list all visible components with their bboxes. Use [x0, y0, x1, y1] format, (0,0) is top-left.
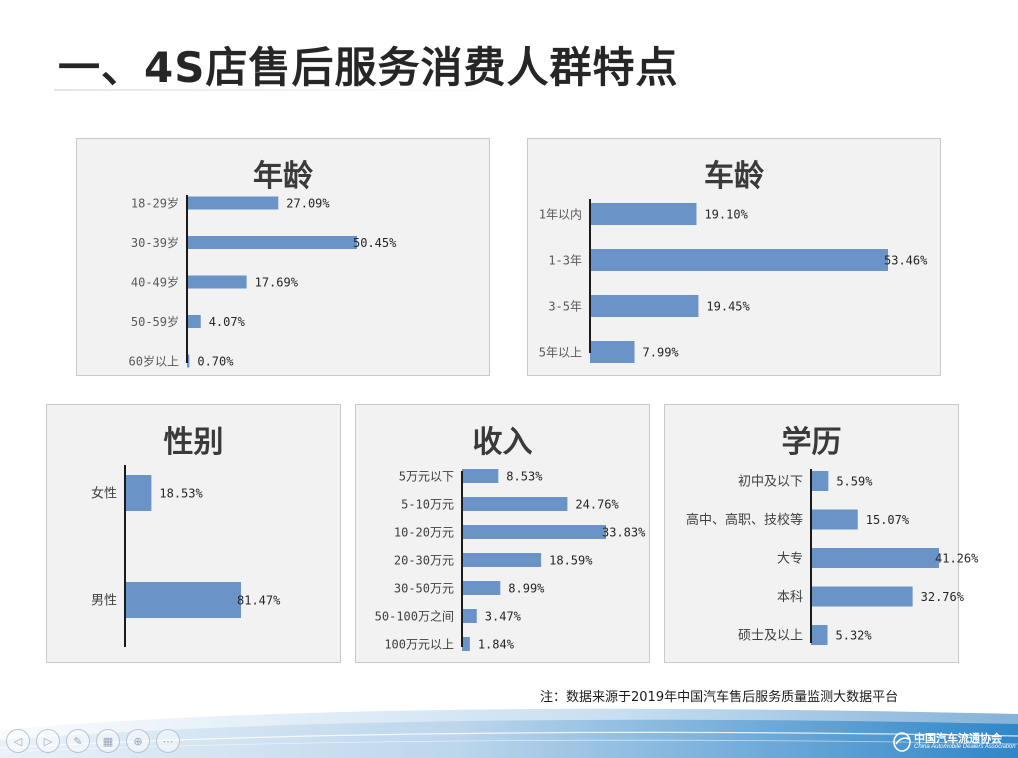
value-label-education-4: 5.32%	[836, 628, 873, 642]
value-label-education-0: 5.59%	[836, 474, 873, 488]
value-label-age-0: 27.09%	[286, 196, 330, 210]
value-label-education-3: 32.76%	[921, 590, 965, 604]
slides-icon[interactable]: ▦	[96, 729, 120, 753]
value-label-age-2: 17.69%	[255, 275, 299, 289]
chart-income: 5万元以下 8.53% 5-10万元 24.76% 10-20万元 33.83% 20-30…	[375, 469, 646, 651]
logo-icon	[893, 732, 911, 752]
bar-income-6	[462, 637, 470, 651]
prev-icon[interactable]: ◁	[6, 729, 30, 753]
category-label-age-1: 30-39岁	[131, 235, 179, 250]
bar-age-2	[187, 275, 247, 289]
category-label-education-2: 大专	[777, 552, 803, 567]
bar-age-1	[187, 236, 357, 249]
category-label-income-3: 20-30万元	[394, 553, 454, 567]
chart-title-car-age: 车龄	[704, 159, 764, 194]
category-label-age-0: 18-29岁	[131, 195, 179, 210]
value-label-income-5: 3.47%	[485, 609, 522, 623]
value-label-age-1: 50.45%	[353, 236, 397, 250]
bar-car_age-1	[590, 249, 888, 271]
logo-english: China Automobile Dealers Association	[914, 744, 1016, 750]
bar-car_age-2	[590, 295, 699, 317]
value-label-income-4: 8.99%	[508, 581, 545, 595]
category-label-income-5: 50-100万之间	[375, 609, 454, 623]
panel-income: 收入 5万元以下 8.53% 5-10万元 24.76% 10-20万元 33.83% 20…	[355, 404, 650, 663]
category-label-age-3: 50-59岁	[131, 314, 179, 329]
chart-title-education: 学历	[781, 425, 842, 460]
value-label-education-1: 15.07%	[866, 513, 910, 527]
bar-education-2	[811, 548, 939, 568]
value-label-income-2: 33.83%	[602, 525, 646, 539]
logo-name: 中国汽车流通协会	[914, 732, 1002, 745]
bar-income-4	[462, 581, 501, 595]
category-label-gender-0: 女性	[91, 486, 117, 502]
value-label-car_age-0: 19.10%	[704, 207, 748, 221]
more-icon[interactable]: ⋯	[156, 729, 180, 753]
bar-car_age-0	[590, 203, 697, 225]
chart-education: 初中及以下 5.59% 高中、高职、技校等 15.07% 大专 41.26% 本科 32.76…	[686, 469, 979, 645]
chart-car-age: 1年以内 19.10% 1-3年 53.46% 3-5年 19.45% 5年以上 7.99%	[539, 199, 928, 363]
value-label-age-3: 4.07%	[209, 315, 246, 329]
panel-education: 学历 初中及以下 5.59% 高中、高职、技校等 15.07% 大专 41.26% 本科 32…	[664, 404, 979, 663]
value-label-gender-0: 18.53%	[159, 486, 203, 500]
bar-age-3	[187, 315, 201, 328]
bar-income-1	[462, 497, 568, 511]
bar-education-1	[811, 509, 858, 530]
logo: 中国汽车流通协会 China Automobile Dealers Associ…	[892, 728, 1016, 754]
pen-icon[interactable]: ✎	[66, 729, 90, 753]
title-underline	[54, 89, 514, 91]
bar-gender-1	[125, 582, 241, 618]
category-label-education-3: 本科	[777, 590, 803, 605]
value-label-car_age-1: 53.46%	[884, 253, 928, 267]
category-label-car_age-1: 1-3年	[548, 253, 582, 267]
bar-age-4	[187, 354, 190, 368]
bar-age-0	[187, 196, 279, 210]
category-label-income-2: 10-20万元	[394, 525, 454, 539]
value-label-income-6: 1.84%	[478, 637, 515, 651]
value-label-gender-1: 81.47%	[237, 593, 281, 607]
category-label-age-2: 40-49岁	[131, 274, 179, 289]
category-label-income-1: 5-10万元	[401, 497, 454, 511]
bar-income-2	[462, 525, 606, 539]
category-label-education-1: 高中、高职、技校等	[686, 512, 803, 528]
bar-car_age-3	[590, 341, 635, 363]
value-label-income-1: 24.76%	[575, 497, 619, 511]
panel-gender: 性别 女性 18.53% 男性 81.47%	[46, 404, 341, 663]
category-label-car_age-3: 5年以上	[539, 345, 582, 359]
category-label-education-0: 初中及以下	[738, 475, 803, 490]
bar-income-0	[462, 469, 499, 483]
slide-nav: ◁ ▷ ✎ ▦ ⊕ ⋯	[6, 729, 180, 755]
value-label-income-0: 8.53%	[506, 469, 543, 483]
chart-gender: 女性 18.53% 男性 81.47%	[91, 465, 281, 647]
chart-title-age: 年龄	[253, 159, 313, 194]
value-label-car_age-3: 7.99%	[643, 345, 680, 359]
value-label-age-4: 0.70%	[197, 354, 234, 368]
next-icon[interactable]: ▷	[36, 729, 60, 753]
panel-age: 年龄 18-29岁 27.09% 30-39岁 50.45% 40-49岁 17.69% 5…	[76, 138, 490, 376]
category-label-gender-1: 男性	[91, 594, 117, 609]
category-label-age-4: 60岁以上	[129, 353, 179, 368]
bar-income-5	[462, 609, 477, 623]
footnote: 注：数据来源于2019年中国汽车售后服务质量监测大数据平台	[540, 690, 899, 705]
slide-title: 一、4S店售后服务消费人群特点	[58, 43, 679, 92]
panel-car-age: 车龄 1年以内 19.10% 1-3年 53.46% 3-5年 19.45% 5年以上 7.9…	[527, 138, 941, 376]
value-label-car_age-2: 19.45%	[706, 299, 750, 313]
footer-band	[0, 708, 1018, 758]
zoom-icon[interactable]: ⊕	[126, 729, 150, 753]
bar-education-0	[811, 471, 829, 491]
chart-title-gender: 性别	[163, 425, 224, 460]
bar-income-3	[462, 553, 542, 567]
category-label-income-4: 30-50万元	[394, 581, 454, 595]
bar-education-3	[811, 586, 913, 607]
category-label-car_age-2: 3-5年	[548, 299, 582, 313]
value-label-education-2: 41.26%	[935, 551, 979, 565]
chart-title-income: 收入	[472, 425, 533, 460]
category-label-income-6: 100万元以上	[384, 637, 454, 651]
category-label-income-0: 5万元以下	[399, 469, 454, 483]
category-label-education-4: 硕士及以上	[738, 629, 803, 644]
category-label-car_age-0: 1年以内	[539, 207, 582, 221]
chart-age: 18-29岁 27.09% 30-39岁 50.45% 40-49岁 17.69% 50-5…	[129, 195, 397, 368]
bar-education-4	[811, 625, 828, 645]
value-label-income-3: 18.59%	[549, 553, 593, 567]
bar-gender-0	[125, 475, 152, 511]
